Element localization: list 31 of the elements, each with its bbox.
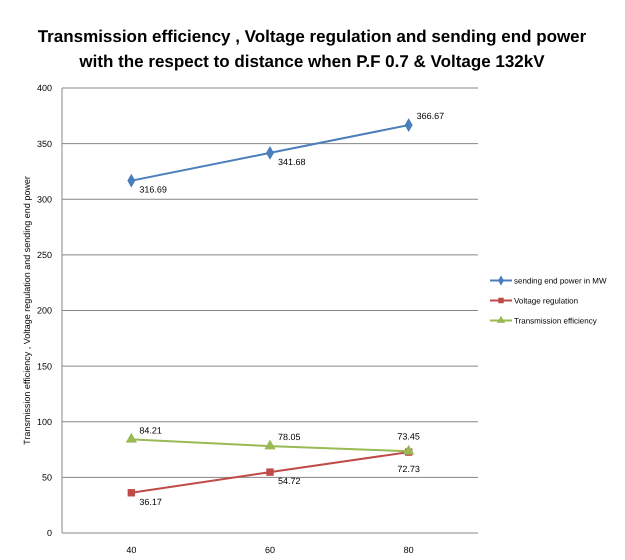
y-tick-label: 200 <box>36 306 52 316</box>
data-label: 341.68 <box>278 156 306 167</box>
y-tick-label: 150 <box>36 361 52 372</box>
data-label: 54.72 <box>278 476 301 486</box>
legend-label: sending end power in MW <box>514 276 607 286</box>
point <box>128 489 136 496</box>
data-label: 73.45 <box>397 431 420 442</box>
y-tick-label: 0 <box>46 528 52 538</box>
y-tick-label: 50 <box>42 472 52 483</box>
x-tick-label: 80 <box>404 545 414 555</box>
data-label: 72.73 <box>397 464 420 474</box>
point <box>266 468 274 476</box>
y-tick-label: 250 <box>36 250 52 260</box>
point <box>126 432 137 443</box>
legend-label: Transmission efficiency <box>514 316 597 326</box>
y-tick-label: 300 <box>36 194 52 204</box>
y-axis-title: Transmission efficiency , Voltage regulation and sending end power <box>22 176 32 445</box>
x-tick-label: 40 <box>126 545 136 555</box>
chart-title: Transmission efficiency , Voltage regulation and sending end power with the respect to distance when P.F 0.7 & Voltage 132kV <box>38 27 587 71</box>
y-tick-label: 100 <box>36 416 52 427</box>
legend-label: Voltage regulation <box>514 296 578 306</box>
data-label: 36.17 <box>139 496 162 507</box>
data-label: 366.67 <box>416 111 444 122</box>
point <box>403 444 414 455</box>
x-tick-label: 60 <box>264 545 276 555</box>
data-label: 78.05 <box>278 432 301 442</box>
y-tick-label: 350 <box>36 138 52 149</box>
data-label: 84.21 <box>139 425 162 436</box>
point <box>264 440 276 450</box>
data-label: 316.69 <box>139 184 167 195</box>
y-tick-label: 400 <box>36 83 52 94</box>
